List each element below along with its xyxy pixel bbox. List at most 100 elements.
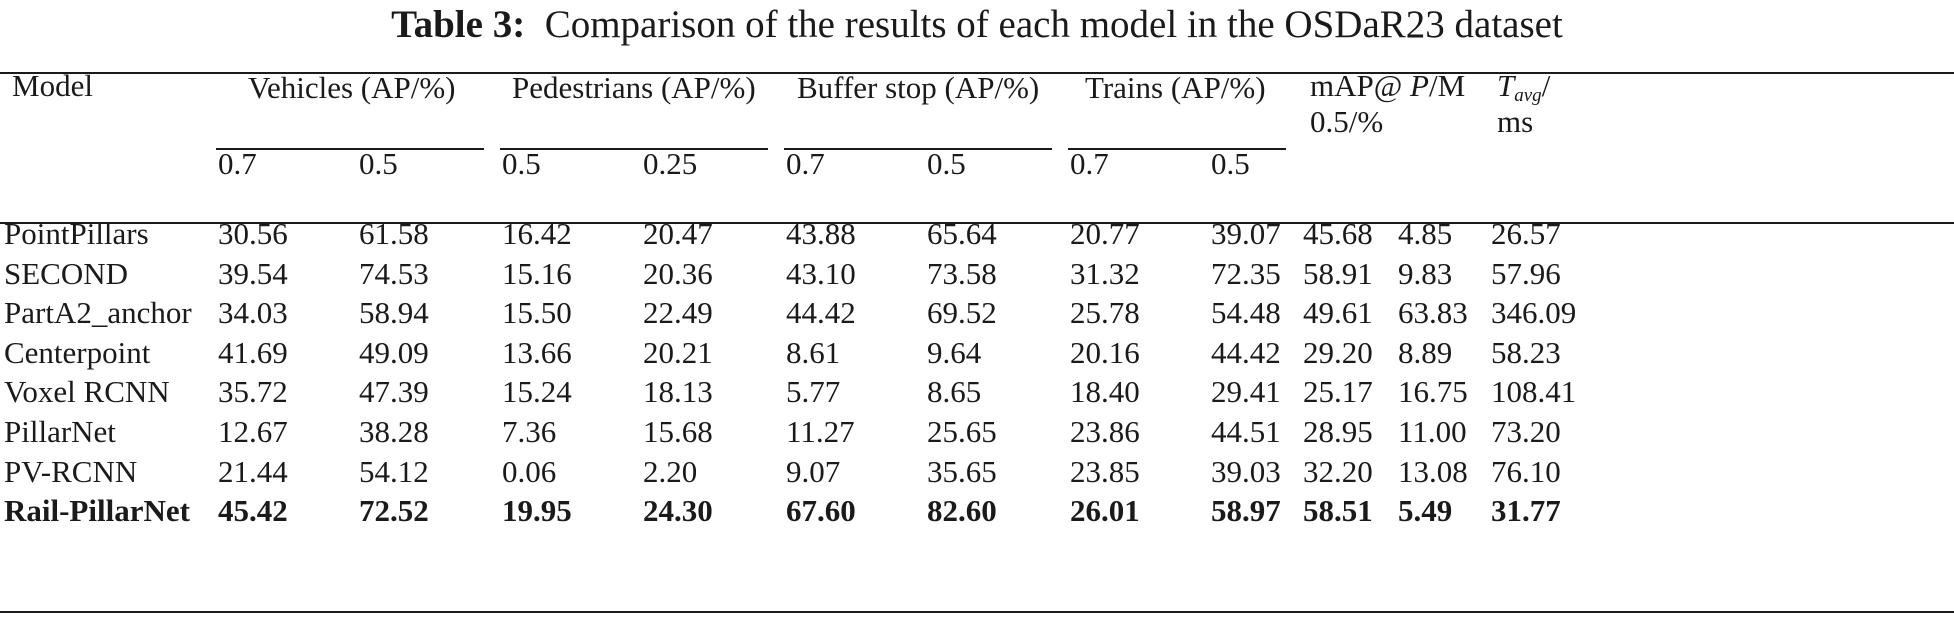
table-cell: 20.16 [1070,334,1140,370]
table-cell: 7.36 [502,414,557,449]
table-cell: 20.21 [643,334,713,370]
table-cell: 35.65 [927,453,997,489]
row-model-name: PV-RCNN [4,453,138,489]
table-cell: 45.68 [1303,216,1373,251]
table-cell: 61.58 [359,216,429,251]
table-cell: 26.57 [1491,216,1561,251]
table-cell: 54.48 [1211,295,1281,331]
threshold-buffer-07: 0.7 [786,146,825,181]
table-cell: 20.36 [643,255,713,291]
threshold-vehicles-07: 0.7 [218,146,257,181]
table-cell: 58.94 [359,295,429,331]
table-cell: 9.83 [1398,255,1453,291]
table-cell: 73.20 [1491,414,1561,449]
table-cell: 45.42 [218,493,288,529]
table-cell: 58.97 [1211,493,1281,529]
table-cell: 8.89 [1398,334,1453,370]
table-cell: 41.69 [218,334,288,370]
table-cell: 2.20 [643,453,698,489]
table-cell: 11.00 [1398,414,1467,449]
table-cell: 31.32 [1070,255,1140,291]
table-cell: 108.41 [1491,374,1577,410]
table-cell: 9.64 [927,334,982,370]
row-model-name: Centerpoint [4,334,151,370]
table-cell: 58.23 [1491,334,1561,370]
table-cell: 49.09 [359,334,429,370]
table-cell: 9.07 [786,453,841,489]
table-cell: 43.88 [786,216,856,251]
table-cell: 11.27 [786,414,855,449]
threshold-pedestrians-025: 0.25 [643,146,698,181]
header-time: Tavg/ [1497,68,1551,106]
table-cell: 49.61 [1303,295,1373,331]
header-group-trains: Trains (AP/%) [1085,70,1266,105]
table-cell: 34.03 [218,295,288,331]
table-cell: 43.10 [786,255,856,291]
group-rule-pedestrians [500,148,768,150]
table-cell: 39.03 [1211,453,1281,489]
table-cell: 25.65 [927,414,997,449]
row-model-name: Rail-PillarNet [4,493,190,529]
header-time-unit: ms [1497,104,1534,139]
table-cell: 44.51 [1211,414,1281,449]
table-cell: 8.65 [927,374,982,410]
table-cell: 74.53 [359,255,429,291]
table-cell: 19.95 [502,493,572,529]
table-cell: 12.67 [218,414,288,449]
threshold-pedestrians-05: 0.5 [502,146,541,181]
group-rule-vehicles [216,148,484,150]
table-cell: 26.01 [1070,493,1140,529]
table-cell: 25.17 [1303,374,1373,410]
table-cell: 54.12 [359,453,429,489]
table-cell: 15.68 [643,414,713,449]
table-cell: 73.58 [927,255,997,291]
table-cell: 29.20 [1303,334,1373,370]
table-cell: 15.16 [502,255,572,291]
table-cell: 25.78 [1070,295,1140,331]
table-cell: 18.40 [1070,374,1140,410]
table-cell: 30.56 [218,216,288,251]
table-cell: 346.09 [1491,295,1577,331]
table-cell: 31.77 [1491,493,1561,529]
table-cell: 28.95 [1303,414,1373,449]
table-cell: 18.13 [643,374,713,410]
table-cell: 13.66 [502,334,572,370]
table-cell: 67.60 [786,493,856,529]
table-cell: 57.96 [1491,255,1561,291]
header-map: mAP@ P/M [1310,68,1466,103]
header-map-threshold: 0.5/% [1310,104,1384,139]
table-cell: 15.50 [502,295,572,331]
row-model-name: PointPillars [4,216,149,251]
table-cell: 8.61 [786,334,841,370]
group-rule-trains [1068,148,1286,150]
table-cell: 76.10 [1491,453,1561,489]
table-cell: 0.06 [502,453,557,489]
header-model: Model [12,68,93,103]
table-cell: 58.91 [1303,255,1373,291]
threshold-trains-05: 0.5 [1211,146,1250,181]
table-label: Table 3: [391,3,526,46]
row-model-name: PillarNet [4,414,116,449]
table-cell: 15.24 [502,374,572,410]
header-group-buffer-stop: Buffer stop (AP/%) [797,70,1040,105]
table-cell: 23.86 [1070,414,1140,449]
table-cell: 65.64 [927,216,997,251]
table-cell: 5.77 [786,374,841,410]
table-cell: 44.42 [1211,334,1281,370]
table-cell: 5.49 [1398,493,1453,529]
table-cell: 72.35 [1211,255,1281,291]
table-cell: 39.07 [1211,216,1281,251]
table-caption: Table 3: Comparison of the results of ea… [0,2,1954,48]
threshold-buffer-05: 0.5 [927,146,966,181]
header-group-vehicles: Vehicles (AP/%) [248,70,456,105]
table-cell: 44.42 [786,295,856,331]
table-cell: 13.08 [1398,453,1468,489]
table-cell: 23.85 [1070,453,1140,489]
row-model-name: SECOND [4,255,129,291]
table-cell: 16.75 [1398,374,1468,410]
table-cell: 20.47 [643,216,713,251]
table-cell: 39.54 [218,255,288,291]
table-cell: 38.28 [359,414,429,449]
threshold-vehicles-05: 0.5 [359,146,398,181]
header-rule [0,222,1954,224]
